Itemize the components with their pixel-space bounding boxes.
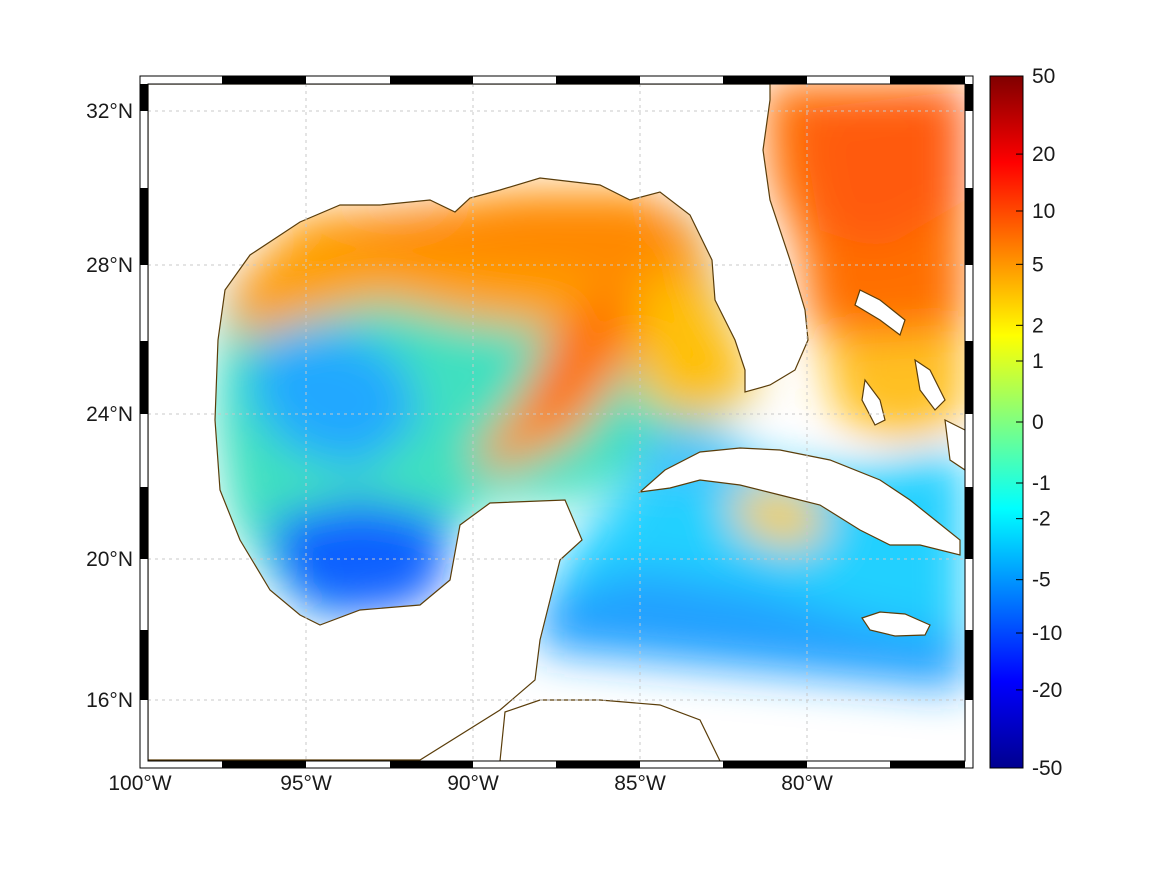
lon-label-80w: 80°W (781, 772, 833, 795)
colorbar-tick-label: 20 (1032, 143, 1055, 166)
lon-label-100w: 100°W (108, 772, 171, 795)
colorbar-tick-label: 50 (1032, 65, 1055, 88)
anomaly-field (215, 84, 965, 690)
lat-label-16n: 16°N (86, 689, 133, 712)
colorbar-tick-label: -2 (1032, 508, 1051, 531)
colorbar-tick-label: 0 (1032, 411, 1044, 434)
graticule (148, 84, 965, 761)
lon-label-85w: 85°W (614, 772, 666, 795)
colorbar-tick-label: 2 (1032, 314, 1044, 337)
colorbar-tick-label: -20 (1032, 679, 1062, 702)
colorbar-tick-label: -5 (1032, 569, 1051, 592)
colorbar-tick-label: 1 (1032, 350, 1044, 373)
colorbar-tick-label: 10 (1032, 200, 1055, 223)
lat-label-24n: 24°N (86, 403, 133, 426)
lat-label-28n: 28°N (86, 254, 133, 277)
lat-axis-labels: 32°N 28°N 24°N 20°N 16°N (86, 100, 133, 712)
lat-label-32n: 32°N (86, 100, 133, 123)
land-mask (148, 84, 965, 761)
colorbar-tick-label: -10 (1032, 622, 1062, 645)
map-frame (139, 75, 974, 769)
lon-label-95w: 95°W (280, 772, 332, 795)
lon-label-90w: 90°W (447, 772, 499, 795)
lat-label-20n: 20°N (86, 548, 133, 571)
map-area (148, 84, 965, 761)
colorbar-tick-label: 5 (1032, 253, 1044, 276)
colorbar-tick-label: -1 (1032, 472, 1051, 495)
lon-axis-labels: 100°W 95°W 90°W 85°W 80°W (108, 772, 833, 795)
colorbar-tick-label: -50 (1032, 757, 1062, 780)
